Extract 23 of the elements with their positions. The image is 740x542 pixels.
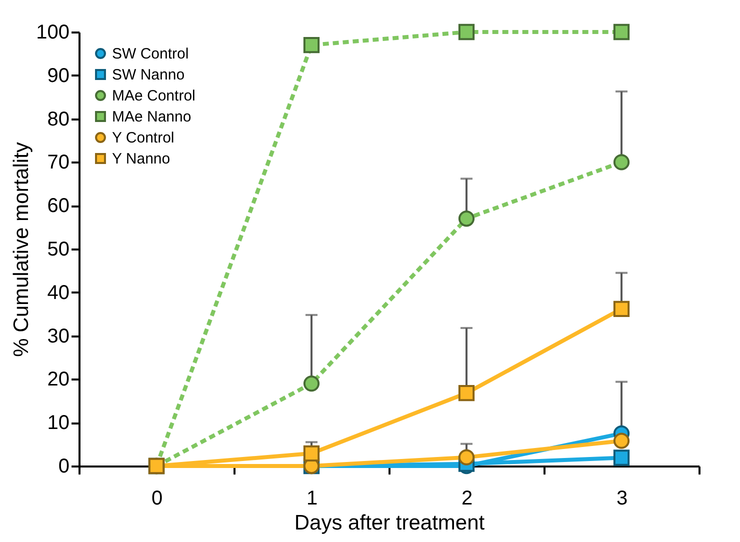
y-tick-label: 100 <box>36 22 70 44</box>
x-tick-label: 1 <box>306 488 318 510</box>
x-axis-title: Days after treatment <box>294 512 485 534</box>
y-tick-label: 40 <box>47 282 70 304</box>
y-tick-label: 70 <box>47 152 70 174</box>
y-tick-label: 50 <box>47 238 70 260</box>
legend-label: SW Nanno <box>112 66 185 84</box>
y-tick-label: 0 <box>58 456 70 478</box>
y-tick-label: 80 <box>47 108 70 130</box>
legend-label: MAe Control <box>112 88 196 104</box>
x-tick-label: 3 <box>616 488 628 510</box>
y-axis-title: % Cumulative mortality <box>10 142 34 357</box>
y-tick-label: 90 <box>47 64 70 87</box>
legend-label: Y Nanno <box>112 150 170 168</box>
x-tick-label: 0 <box>151 488 163 510</box>
legend-label: SW Control <box>112 46 189 62</box>
legend-label: Y Control <box>112 130 174 146</box>
x-tick-label: 2 <box>461 488 473 510</box>
y-tick-label: 10 <box>47 412 70 434</box>
legend-label: MAe Nanno <box>112 108 192 126</box>
y-tick-label: 30 <box>47 325 70 348</box>
y-tick-label: 60 <box>47 195 70 218</box>
y-tick-label: 20 <box>47 368 70 391</box>
